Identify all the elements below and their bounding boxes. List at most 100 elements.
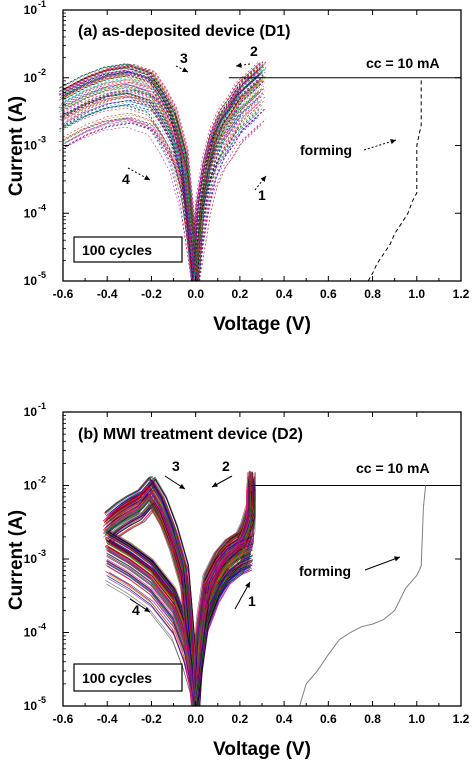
cycle-reset-line [66,99,200,282]
panel-a-ticks: -0.6 -0.4 -0.2 0.0 0.2 0.4 0.6 0.8 1.0 1.210 -510-… [24,0,470,301]
y-tick-exponent: -3 [38,135,46,145]
cycle-set-line [198,108,266,282]
cycle-reset-line [102,485,192,704]
cycle-set-line [197,100,265,282]
x-tick-label: 0.0 [187,712,204,726]
panel-a-y-axis-label: Current (A) [6,96,27,196]
panel-b-arrow-label-3: 3 [172,458,180,474]
x-tick-label: 1.2 [453,287,470,301]
cycle-reset-line [108,502,198,707]
cycle-reset-line [111,502,201,707]
x-tick-label: 0.4 [276,712,293,726]
cycle-reset-line [64,75,198,276]
panel-a-forming-arrow-head [390,139,396,145]
cycle-set-line [196,61,264,265]
x-tick-label: 1.0 [408,287,425,301]
panel-b-arrow-4-head [144,606,150,612]
cycle-reset-line [63,72,197,273]
panel-a-arrow-label-2: 2 [250,43,258,59]
cycle-set-line [192,484,249,705]
cycle-hrs-line [108,578,198,707]
cycle-hrs-line [105,534,195,695]
cycle-set-line [193,61,261,266]
x-tick-label: 0.6 [320,712,337,726]
cycle-set-line [191,100,259,282]
cycle-set-line [199,118,267,282]
cycle-set-line [193,108,261,282]
y-tick-label: 10 [24,405,38,419]
x-tick-label: 0.4 [276,287,293,301]
cycle-reset-line [59,107,193,282]
x-tick-label: 1.2 [453,712,470,726]
cycle-reset-line [59,92,193,282]
cycle-set-line [195,124,263,282]
cycle-set-line [191,472,248,693]
panel-b-arrow-label-1: 1 [248,593,256,609]
x-tick-label: 0.0 [187,287,204,301]
panel-a-arrow-1-head [260,176,266,182]
cycle-set-line [196,75,264,280]
cycle-reset-line [103,498,193,707]
cycle-reset-line [66,63,200,265]
cycle-reset-line [109,477,200,695]
x-tick-label: 0.2 [232,287,249,301]
cycle-reset-line [103,501,193,707]
cycle-reset-line [61,120,195,282]
cycle-lrs-line [193,552,250,707]
panel-a-data-layer [58,61,461,282]
cycle-set-line [197,106,264,282]
cycle-reset-line [64,118,198,282]
x-tick-label: 0.2 [232,712,249,726]
y-tick-exponent: -4 [38,202,46,212]
cycle-set-line [192,73,260,278]
panel-a-cycles-box [73,236,183,263]
panel-b-arrow-3-head [179,483,185,489]
panel-b-forming-arrow [364,556,401,571]
cycle-set-line [198,79,266,282]
cycle-set-line [198,69,266,274]
y-tick-exponent: -2 [38,475,46,485]
cycle-reset-line [65,63,199,265]
cycle-hrs-line [105,564,194,707]
cycle-reset-line [60,117,194,282]
cycle-set-line [192,82,260,282]
cycle-hrs-line [106,583,195,707]
x-tick-label: 0.8 [364,712,381,726]
cycle-reset-line [64,66,198,267]
y-tick-label: 10 [24,552,38,566]
cycle-set-line [191,97,259,282]
cycle-lrs-line [195,562,251,707]
cycle-reset-line [60,93,194,282]
cycle-reset-line [65,94,199,282]
y-tick-exponent: -3 [38,548,46,558]
cycle-set-line [197,87,265,282]
panel-b-title: (b) MWI treatment device (D2) [78,426,303,443]
cycle-reset-line [59,85,194,282]
y-tick-label: 10 [24,699,38,713]
cycle-reset-line [64,68,198,270]
cycle-set-line [198,82,266,282]
cycle-reset-line [104,479,194,697]
panel-a-cycles-label: 100 cycles [82,242,152,258]
cycle-set-line [197,110,265,282]
y-tick-exponent: -1 [38,0,46,9]
panel-b-compliance-label: cc = 10 mA [356,460,430,476]
panel-b-forming-arrow-head [394,556,400,562]
panel-a-arrow-2-head [236,62,242,68]
cycle-reset-line [109,493,199,707]
panel-a-arrow-4-head [144,175,150,180]
x-tick-label: -0.6 [53,712,74,726]
cycle-reset-line [64,67,198,268]
panel-a-arrow-label-3: 3 [180,50,188,66]
cycle-set-line [194,494,251,707]
y-tick-label: 10 [24,71,38,85]
cycle-set-line [195,76,263,281]
x-tick-label: -0.2 [141,712,162,726]
cycle-reset-line [58,117,192,282]
panel-b-arrow-1-head [245,582,250,588]
cycle-reset-line [61,104,195,282]
cycle-reset-line [60,83,194,282]
cycle-reset-line [60,96,194,282]
panel-b-data-layer [102,470,461,707]
cycle-set-line [193,84,261,282]
